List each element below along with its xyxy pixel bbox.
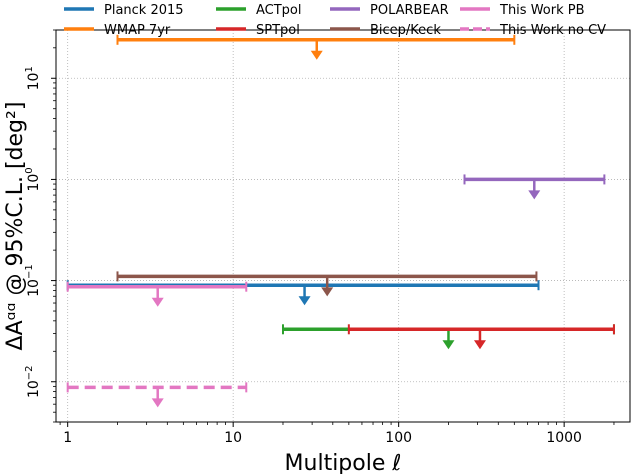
series-this-work-pb — [66, 281, 248, 307]
limit-arrow-head — [442, 340, 455, 350]
legend-entry: ACTpol — [216, 3, 302, 18]
legend-label: Planck 2015 — [104, 3, 184, 18]
limit-arrow-head — [151, 297, 164, 307]
limit-arrow-head — [321, 287, 334, 297]
legend-label: SPTpol — [256, 23, 300, 38]
x-tick-label: 10 — [224, 430, 242, 446]
series-this-work-no-cv — [66, 382, 248, 408]
legend-entry: SPTpol — [216, 23, 300, 38]
legend-entry: WMAP 7yr — [64, 23, 171, 38]
x-tick-label: 1000 — [546, 430, 582, 446]
series-wmap-7yr — [116, 34, 516, 60]
legend-entry: Bicep/Keck — [330, 23, 441, 38]
legend-label: This Work PB — [499, 3, 585, 18]
series-planck-2015 — [66, 280, 540, 306]
legend-label: Bicep/Keck — [370, 23, 441, 38]
y-tick-label: 10−2 — [24, 365, 42, 398]
legend-label: This Work no CV — [499, 23, 606, 38]
y-axis-label: ΔAᵅᵅ @ 95%C.L. [deg²] — [3, 102, 28, 351]
limit-arrow-head — [151, 398, 164, 408]
series-layer — [66, 34, 615, 408]
y-tick-label: 100 — [24, 167, 42, 191]
limit-arrow-head — [298, 296, 311, 306]
legend-entry: This Work no CV — [460, 23, 606, 38]
limit-arrow-head — [528, 190, 541, 200]
axis-ticks: 1 10 100 1000 10−2 10−1 100 101 — [24, 29, 615, 446]
y-tick-label: 101 — [24, 66, 42, 90]
x-tick-label: 1 — [63, 430, 72, 446]
legend: Planck 2015 WMAP 7yr ACTpol SPTpol POLARBEAR… — [64, 3, 606, 38]
legend-entry: Planck 2015 — [64, 3, 184, 18]
x-tick-label: 100 — [385, 430, 412, 446]
legend-label: POLARBEAR — [370, 3, 449, 18]
x-axis-label: Multipole ℓ — [285, 451, 402, 474]
limit-arrow-head — [310, 50, 323, 60]
plot-frame — [55, 29, 631, 423]
limit-arrow-head — [473, 340, 486, 350]
series-bicep-keck — [116, 271, 538, 297]
legend-label: ACTpol — [256, 3, 302, 18]
legend-entry: POLARBEAR — [330, 3, 449, 18]
legend-label: WMAP 7yr — [104, 23, 171, 38]
series-sptpol — [347, 324, 615, 350]
series-polarbear — [463, 174, 606, 200]
y-tick-label: 10−1 — [24, 264, 42, 297]
legend-entry: This Work PB — [460, 3, 585, 18]
grid-lines — [56, 30, 630, 422]
